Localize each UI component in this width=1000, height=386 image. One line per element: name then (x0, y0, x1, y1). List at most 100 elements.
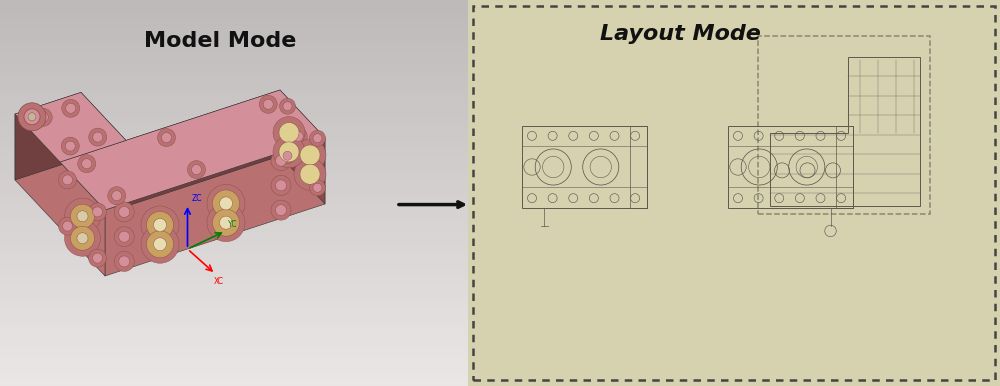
Bar (0, 367, 468, 373)
Bar (0, 64, 468, 71)
Circle shape (18, 103, 46, 131)
Bar (0, 129, 468, 135)
Bar (0, 13, 468, 19)
Bar (0, 103, 468, 109)
Bar (0, 251, 468, 257)
Bar (0, 277, 468, 283)
Circle shape (38, 112, 48, 122)
Bar (0, 290, 468, 296)
Circle shape (61, 137, 79, 155)
Circle shape (114, 251, 134, 271)
Bar (0, 244, 468, 251)
Bar (0, 71, 468, 77)
Bar (0, 154, 468, 161)
Bar (0, 257, 468, 264)
Text: Layout Mode: Layout Mode (600, 24, 760, 44)
Circle shape (213, 209, 240, 236)
Bar (0, 45, 468, 51)
Bar (0, 109, 468, 116)
Bar (0, 39, 468, 45)
Circle shape (119, 231, 130, 242)
Bar (0, 373, 468, 379)
Circle shape (62, 175, 72, 185)
Text: ZC: ZC (192, 194, 202, 203)
Circle shape (58, 171, 76, 189)
Circle shape (77, 211, 88, 222)
Bar (468, 0, 1000, 386)
Circle shape (276, 155, 287, 166)
Bar (0, 116, 468, 122)
Bar (0, 0, 468, 7)
Circle shape (313, 134, 322, 143)
Bar (630, 126, 647, 208)
Circle shape (154, 238, 166, 251)
Circle shape (146, 212, 174, 239)
Circle shape (310, 180, 326, 196)
Circle shape (146, 231, 174, 258)
Circle shape (289, 127, 307, 145)
Bar (0, 206, 468, 212)
Bar (0, 360, 468, 367)
Circle shape (62, 99, 80, 117)
Bar (0, 212, 468, 219)
Circle shape (93, 132, 103, 142)
Circle shape (66, 103, 76, 113)
Circle shape (283, 151, 292, 160)
Circle shape (28, 113, 36, 121)
Polygon shape (81, 92, 126, 207)
Polygon shape (280, 90, 325, 204)
Bar (0, 379, 468, 386)
Bar (0, 296, 468, 302)
Circle shape (300, 164, 320, 184)
Bar (0, 232, 468, 238)
Circle shape (293, 131, 303, 141)
Bar (0, 328, 468, 335)
Bar (0, 135, 468, 142)
Circle shape (34, 108, 52, 126)
Bar (473, 6, 995, 380)
Circle shape (89, 249, 107, 267)
Bar (0, 354, 468, 360)
Text: XC: XC (213, 277, 223, 286)
Circle shape (114, 227, 134, 247)
Bar (0, 84, 468, 90)
Bar (0, 19, 468, 26)
Bar (0, 174, 468, 180)
Bar (522, 126, 647, 208)
Circle shape (279, 123, 299, 142)
Circle shape (273, 117, 305, 149)
Text: Model Mode: Model Mode (144, 31, 296, 51)
Bar (0, 341, 468, 347)
Bar (836, 126, 853, 208)
Bar (0, 142, 468, 148)
Circle shape (82, 159, 92, 169)
Circle shape (220, 197, 233, 210)
Circle shape (207, 185, 245, 222)
Circle shape (108, 187, 126, 205)
Circle shape (141, 225, 179, 263)
Circle shape (93, 207, 103, 217)
Bar (0, 270, 468, 277)
Bar (0, 148, 468, 154)
Circle shape (64, 220, 100, 256)
Circle shape (207, 204, 245, 242)
Circle shape (64, 198, 100, 234)
Circle shape (119, 207, 130, 217)
Circle shape (114, 202, 134, 222)
Circle shape (141, 206, 179, 244)
Polygon shape (60, 90, 325, 210)
Bar (0, 77, 468, 84)
Circle shape (259, 95, 277, 113)
Circle shape (276, 180, 287, 191)
Circle shape (119, 256, 130, 267)
Circle shape (280, 98, 296, 114)
Circle shape (188, 161, 206, 179)
Circle shape (70, 226, 94, 250)
Bar (0, 335, 468, 341)
Circle shape (89, 203, 107, 221)
Bar (0, 322, 468, 328)
Circle shape (78, 155, 96, 173)
Circle shape (220, 216, 233, 229)
Bar (0, 315, 468, 322)
Bar (0, 302, 468, 309)
